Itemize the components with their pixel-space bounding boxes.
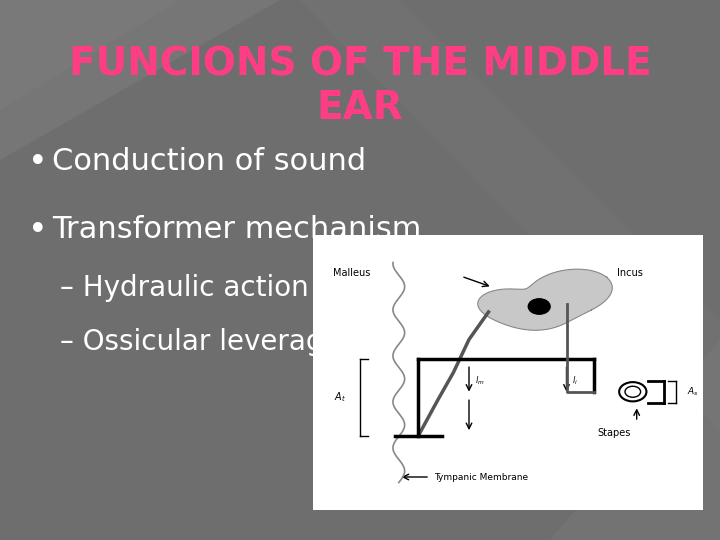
Text: – Ossicular leverage: – Ossicular leverage bbox=[60, 328, 341, 356]
Text: Tympanic Membrane: Tympanic Membrane bbox=[434, 472, 528, 482]
Polygon shape bbox=[0, 0, 180, 110]
Text: Incus: Incus bbox=[617, 268, 643, 279]
Text: $A_t$: $A_t$ bbox=[334, 390, 346, 404]
Text: $l_i$: $l_i$ bbox=[572, 375, 578, 387]
Polygon shape bbox=[478, 269, 612, 330]
Text: Malleus: Malleus bbox=[333, 268, 370, 279]
Text: – Hydraulic action: – Hydraulic action bbox=[60, 274, 309, 302]
Bar bbox=[313, 235, 703, 510]
Polygon shape bbox=[0, 0, 280, 160]
Text: •: • bbox=[28, 213, 48, 246]
Text: Transformer mechanism: Transformer mechanism bbox=[52, 215, 421, 245]
Polygon shape bbox=[300, 0, 720, 430]
Circle shape bbox=[528, 299, 550, 314]
Circle shape bbox=[619, 382, 647, 401]
Text: FUNCIONS OF THE MIDDLE: FUNCIONS OF THE MIDDLE bbox=[68, 46, 652, 84]
Text: $A_s$: $A_s$ bbox=[688, 386, 699, 398]
Text: Conduction of sound: Conduction of sound bbox=[52, 147, 366, 177]
Text: •: • bbox=[28, 145, 48, 179]
Text: EAR: EAR bbox=[317, 89, 403, 127]
Text: $l_m$: $l_m$ bbox=[475, 375, 485, 387]
Text: Stapes: Stapes bbox=[598, 428, 631, 438]
Polygon shape bbox=[400, 340, 720, 540]
Circle shape bbox=[625, 386, 641, 397]
